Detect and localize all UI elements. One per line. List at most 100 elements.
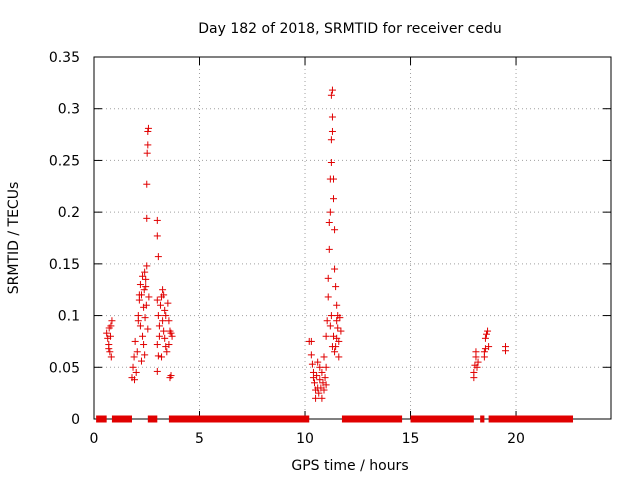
data-point (309, 374, 317, 382)
data-point (326, 208, 334, 216)
data-point (324, 293, 332, 301)
data-point (144, 127, 152, 135)
y-axis-label: SRMTID / TECUs (6, 182, 22, 295)
data-point (320, 386, 328, 394)
data-point (331, 348, 339, 356)
data-point (144, 141, 152, 149)
data-point (327, 158, 335, 166)
data-point (318, 368, 326, 376)
data-point (136, 322, 144, 330)
data-point (134, 317, 142, 325)
data-point (335, 353, 343, 361)
data-point (135, 291, 143, 299)
x-tick-label: 5 (195, 431, 204, 447)
axis-ticks (93, 56, 611, 420)
data-points (96, 86, 574, 423)
data-point (318, 394, 326, 402)
data-point (153, 296, 161, 304)
data-point (140, 286, 148, 294)
data-point (167, 372, 175, 380)
data-point (131, 337, 139, 345)
data-point (106, 332, 114, 340)
plot-frame (93, 56, 612, 420)
data-point (143, 262, 151, 270)
data-point (161, 334, 169, 342)
data-point (328, 113, 336, 121)
data-point (143, 149, 151, 157)
data-point (322, 381, 330, 389)
data-point (141, 268, 149, 276)
data-point (484, 327, 492, 335)
data-point (140, 341, 148, 349)
data-point (316, 376, 324, 384)
y-tick-label: 0 (71, 412, 80, 428)
data-point (136, 281, 144, 289)
data-point (142, 283, 150, 291)
data-point (130, 353, 138, 361)
data-point (144, 124, 152, 132)
data-point (153, 367, 161, 375)
data-point (330, 332, 338, 340)
data-point (142, 275, 150, 283)
data-point (154, 253, 162, 261)
data-point (143, 214, 151, 222)
data-point (164, 299, 172, 307)
data-point (328, 127, 336, 135)
data-point (133, 348, 141, 356)
data-point (337, 327, 345, 335)
y-tick-label: 0.3 (58, 102, 80, 118)
data-point (480, 348, 488, 356)
data-point (472, 348, 480, 356)
y-tick-label: 0.2 (58, 205, 80, 221)
y-tick-labels: 0 0.05 0.1 0.15 0.2 0.25 0.3 0.35 (49, 50, 80, 428)
data-point (159, 286, 167, 294)
data-point (474, 358, 482, 366)
data-point (154, 352, 162, 360)
data-point (314, 358, 322, 366)
x-axis-label: GPS time / hours (291, 458, 408, 474)
data-point (132, 368, 140, 376)
y-tick-label: 0.05 (49, 360, 80, 376)
data-point (333, 301, 341, 309)
y-tick-label: 0.15 (49, 257, 80, 273)
data-point (473, 363, 481, 371)
data-point (160, 327, 168, 335)
data-point (325, 218, 333, 226)
data-point (163, 348, 171, 356)
data-point (155, 332, 163, 340)
data-point (142, 301, 150, 309)
x-tick-label: 20 (507, 431, 525, 447)
data-point (160, 291, 168, 299)
data-point (334, 324, 342, 332)
data-point (105, 345, 113, 353)
data-point (326, 322, 334, 330)
data-point (153, 216, 161, 224)
data-point (331, 265, 339, 273)
data-point (311, 379, 319, 387)
data-point (167, 329, 175, 337)
data-point (156, 301, 164, 309)
data-point (143, 180, 151, 188)
data-point (145, 293, 153, 301)
data-point (155, 322, 163, 330)
data-point (153, 232, 161, 240)
y-tick-label: 0.35 (49, 50, 80, 66)
data-point (107, 353, 115, 361)
data-point (158, 353, 166, 361)
data-point (139, 332, 147, 340)
x-tick-label: 0 (90, 431, 99, 447)
data-point (165, 341, 173, 349)
data-point (144, 325, 152, 333)
y-tick-label: 0.1 (58, 309, 80, 325)
data-point (307, 337, 315, 345)
data-point (162, 312, 170, 320)
x-tick-label: 15 (402, 431, 420, 447)
data-point (141, 351, 149, 359)
data-point (154, 312, 162, 320)
data-point (131, 376, 139, 384)
data-point (324, 274, 332, 282)
data-point (327, 91, 335, 99)
data-point (320, 353, 328, 361)
data-point (137, 357, 145, 365)
